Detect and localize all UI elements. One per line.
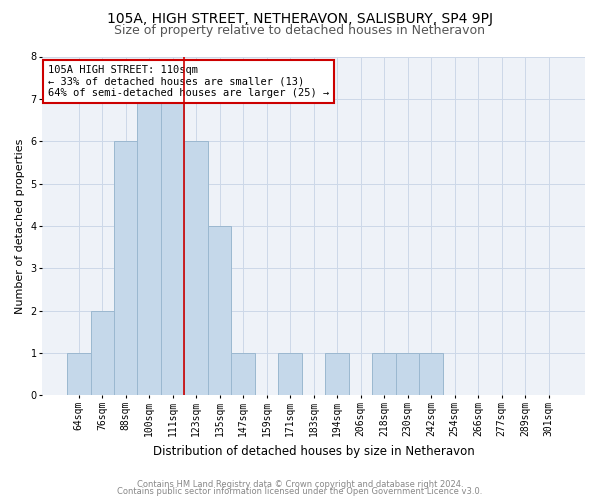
Bar: [419, 353, 443, 396]
Text: Contains public sector information licensed under the Open Government Licence v3: Contains public sector information licen…: [118, 487, 482, 496]
Bar: [91, 310, 114, 396]
Bar: [67, 353, 91, 396]
Bar: [114, 141, 137, 396]
Bar: [161, 99, 184, 396]
X-axis label: Distribution of detached houses by size in Netheravon: Distribution of detached houses by size …: [153, 444, 475, 458]
Text: 105A, HIGH STREET, NETHERAVON, SALISBURY, SP4 9PJ: 105A, HIGH STREET, NETHERAVON, SALISBURY…: [107, 12, 493, 26]
Bar: [208, 226, 232, 396]
Bar: [137, 99, 161, 396]
Bar: [325, 353, 349, 396]
Text: Size of property relative to detached houses in Netheravon: Size of property relative to detached ho…: [115, 24, 485, 37]
Bar: [232, 353, 255, 396]
Text: 105A HIGH STREET: 110sqm
← 33% of detached houses are smaller (13)
64% of semi-d: 105A HIGH STREET: 110sqm ← 33% of detach…: [48, 65, 329, 98]
Bar: [278, 353, 302, 396]
Bar: [396, 353, 419, 396]
Bar: [184, 141, 208, 396]
Bar: [373, 353, 396, 396]
Text: Contains HM Land Registry data © Crown copyright and database right 2024.: Contains HM Land Registry data © Crown c…: [137, 480, 463, 489]
Y-axis label: Number of detached properties: Number of detached properties: [15, 138, 25, 314]
